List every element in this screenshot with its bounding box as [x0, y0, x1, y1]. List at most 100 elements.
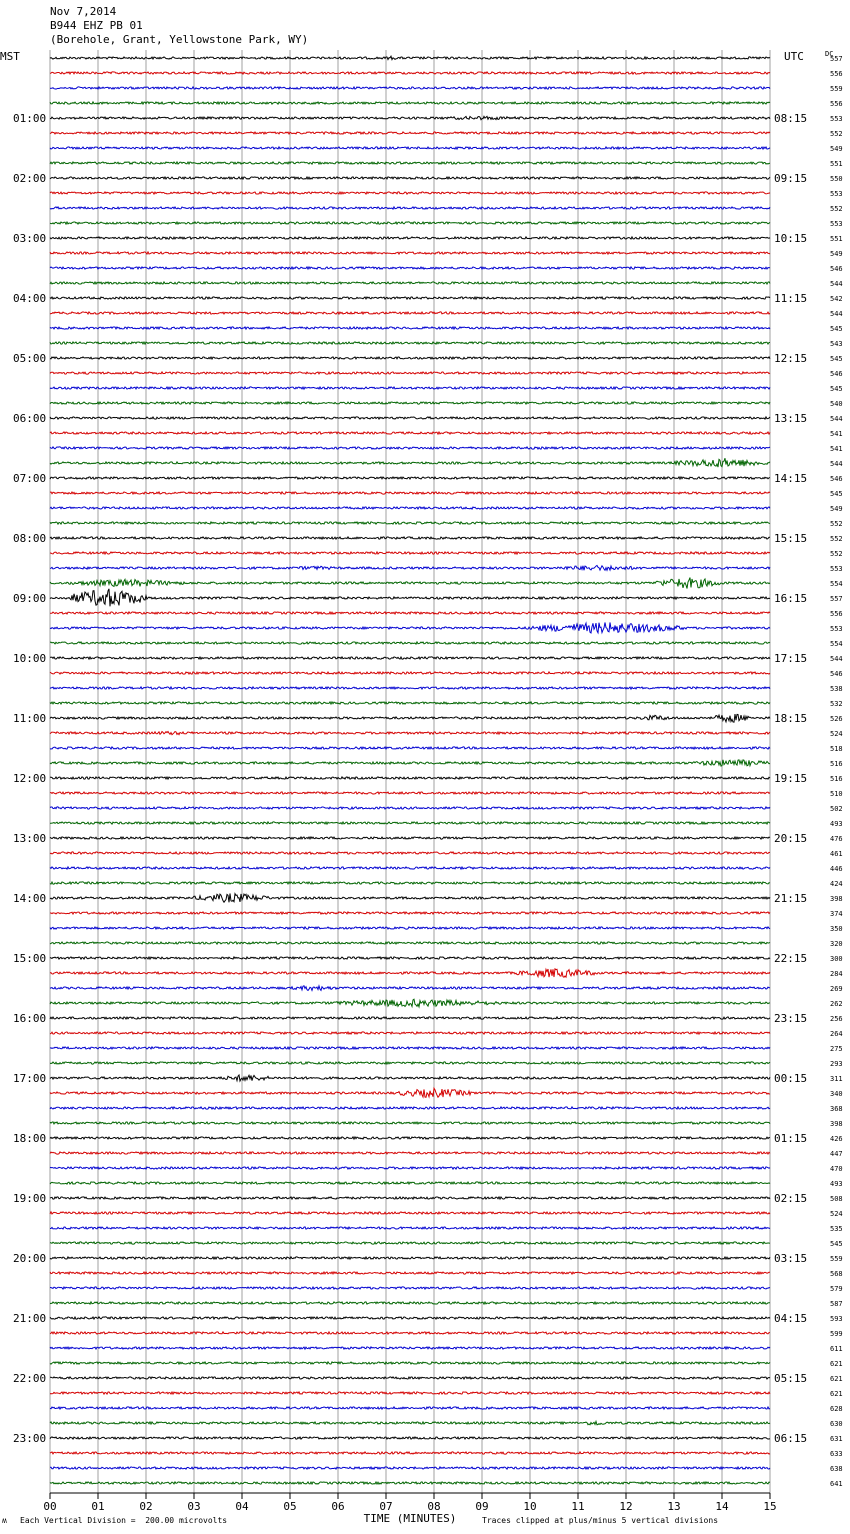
trace-12: [49, 235, 771, 241]
dc-offset-label: 526: [830, 715, 843, 723]
dc-offset-label: 493: [830, 1180, 843, 1188]
trace-61: [49, 967, 771, 979]
utc-hour-label: 19:15: [774, 772, 807, 785]
mst-hour-label: 13:00: [13, 832, 46, 845]
trace-74: [49, 1165, 771, 1171]
dc-offset-label: 568: [830, 1270, 843, 1278]
x-tick-label-15: 15: [763, 1500, 776, 1513]
dc-offset-label: 524: [830, 730, 843, 738]
x-tick-label-12: 12: [619, 1500, 632, 1513]
dc-offset-label: 470: [830, 1165, 843, 1173]
seismic-traces: [49, 54, 771, 1486]
trace-18: [49, 325, 771, 331]
trace-53: [49, 850, 771, 856]
dc-offset-label: 368: [830, 1105, 843, 1113]
trace-0: [49, 54, 771, 61]
x-tick-label-03: 03: [187, 1500, 200, 1513]
dc-offset-label: 546: [830, 670, 843, 678]
mst-hour-label: 08:00: [13, 532, 46, 545]
dc-offset-label: 426: [830, 1135, 843, 1143]
trace-83: [49, 1300, 770, 1306]
dc-offset-label: 554: [830, 580, 843, 588]
dc-offset-label: 320: [830, 940, 843, 948]
trace-59: [49, 940, 771, 946]
mst-hour-label: 15:00: [13, 952, 46, 965]
trace-20: [49, 355, 771, 361]
dc-offset-label: 493: [830, 820, 843, 828]
trace-90: [49, 1405, 771, 1411]
trace-66: [49, 1045, 771, 1051]
dc-offset-label: 544: [830, 655, 843, 663]
trace-31: [49, 520, 771, 526]
header-date: Nov 7,2014: [50, 5, 117, 18]
trace-48: [49, 775, 771, 781]
dc-offset-label: 621: [830, 1390, 843, 1398]
trace-71: [49, 1120, 771, 1126]
mst-hour-label: 11:00: [13, 712, 46, 725]
dc-offset-label: 424: [830, 880, 843, 888]
trace-65: [49, 1030, 771, 1036]
dc-offset-label: 621: [830, 1375, 843, 1383]
trace-93: [49, 1450, 771, 1456]
trace-89: [49, 1390, 771, 1396]
trace-7: [49, 160, 771, 166]
mst-hour-label: 04:00: [13, 292, 46, 305]
dc-offset-label: 544: [830, 415, 843, 423]
dc-offset-label: 551: [830, 160, 843, 168]
trace-68: [49, 1073, 771, 1083]
mst-hour-label: 23:00: [13, 1432, 46, 1445]
dc-offset-label: 556: [830, 70, 843, 78]
dc-offset-label: 311: [830, 1075, 843, 1083]
utc-hour-label: 15:15: [774, 532, 807, 545]
dc-offset-label: 545: [830, 355, 843, 363]
dc-offset-label: 542: [830, 295, 843, 303]
mst-hour-label: 14:00: [13, 892, 46, 905]
header-station: B944 EHZ PB 01: [50, 19, 143, 32]
trace-34: [49, 564, 771, 572]
dc-offset-label: 552: [830, 520, 843, 528]
dc-offset-label: 630: [830, 1420, 843, 1428]
trace-23: [49, 400, 771, 406]
dc-offset-label: 461: [830, 850, 843, 858]
dc-offset-label: 552: [830, 130, 843, 138]
trace-56: [49, 892, 771, 904]
dc-label: DC: [825, 50, 833, 58]
trace-84: [49, 1315, 771, 1321]
dc-offset-label: 552: [830, 550, 843, 558]
x-axis-title: TIME (MINUTES): [364, 1512, 457, 1525]
dc-offset-label: 275: [830, 1045, 843, 1053]
trace-44: [49, 713, 771, 724]
x-tick-label-01: 01: [91, 1500, 104, 1513]
trace-95: [49, 1480, 771, 1486]
trace-32: [49, 535, 770, 541]
dc-offset-label: 559: [830, 85, 843, 93]
dc-offset-label: 552: [830, 205, 843, 213]
trace-39: [49, 640, 771, 646]
trace-11: [49, 220, 771, 226]
dc-offset-label: 551: [830, 235, 843, 243]
utc-hour-label: 10:15: [774, 232, 807, 245]
dc-offset-label: 546: [830, 370, 843, 378]
trace-9: [49, 190, 771, 196]
dc-offset-label: 545: [830, 1240, 843, 1248]
utc-hour-label: 18:15: [774, 712, 807, 725]
dc-offset-label: 524: [830, 1210, 843, 1218]
dc-offset-label: 284: [830, 970, 843, 978]
utc-hour-label: 09:15: [774, 172, 807, 185]
mst-hour-label: 01:00: [13, 112, 46, 125]
mst-hour-label: 12:00: [13, 772, 46, 785]
header-location: (Borehole, Grant, Yellowstone Park, WY): [50, 33, 309, 46]
trace-60: [49, 955, 771, 961]
trace-15: [49, 280, 771, 286]
trace-80: [49, 1255, 771, 1261]
trace-57: [50, 910, 771, 916]
x-tick-label-02: 02: [139, 1500, 152, 1513]
clip-note: Traces clipped at plus/minus 5 vertical …: [482, 1516, 719, 1525]
dc-offset-label: 541: [830, 445, 843, 453]
utc-hour-label: 11:15: [774, 292, 807, 305]
dc-offset-label: 502: [830, 805, 843, 813]
dc-offset-label: 447: [830, 1150, 843, 1158]
dc-offset-label: 638: [830, 1465, 843, 1473]
x-tick-label-06: 06: [331, 1500, 344, 1513]
dc-offset-label: 532: [830, 700, 843, 708]
